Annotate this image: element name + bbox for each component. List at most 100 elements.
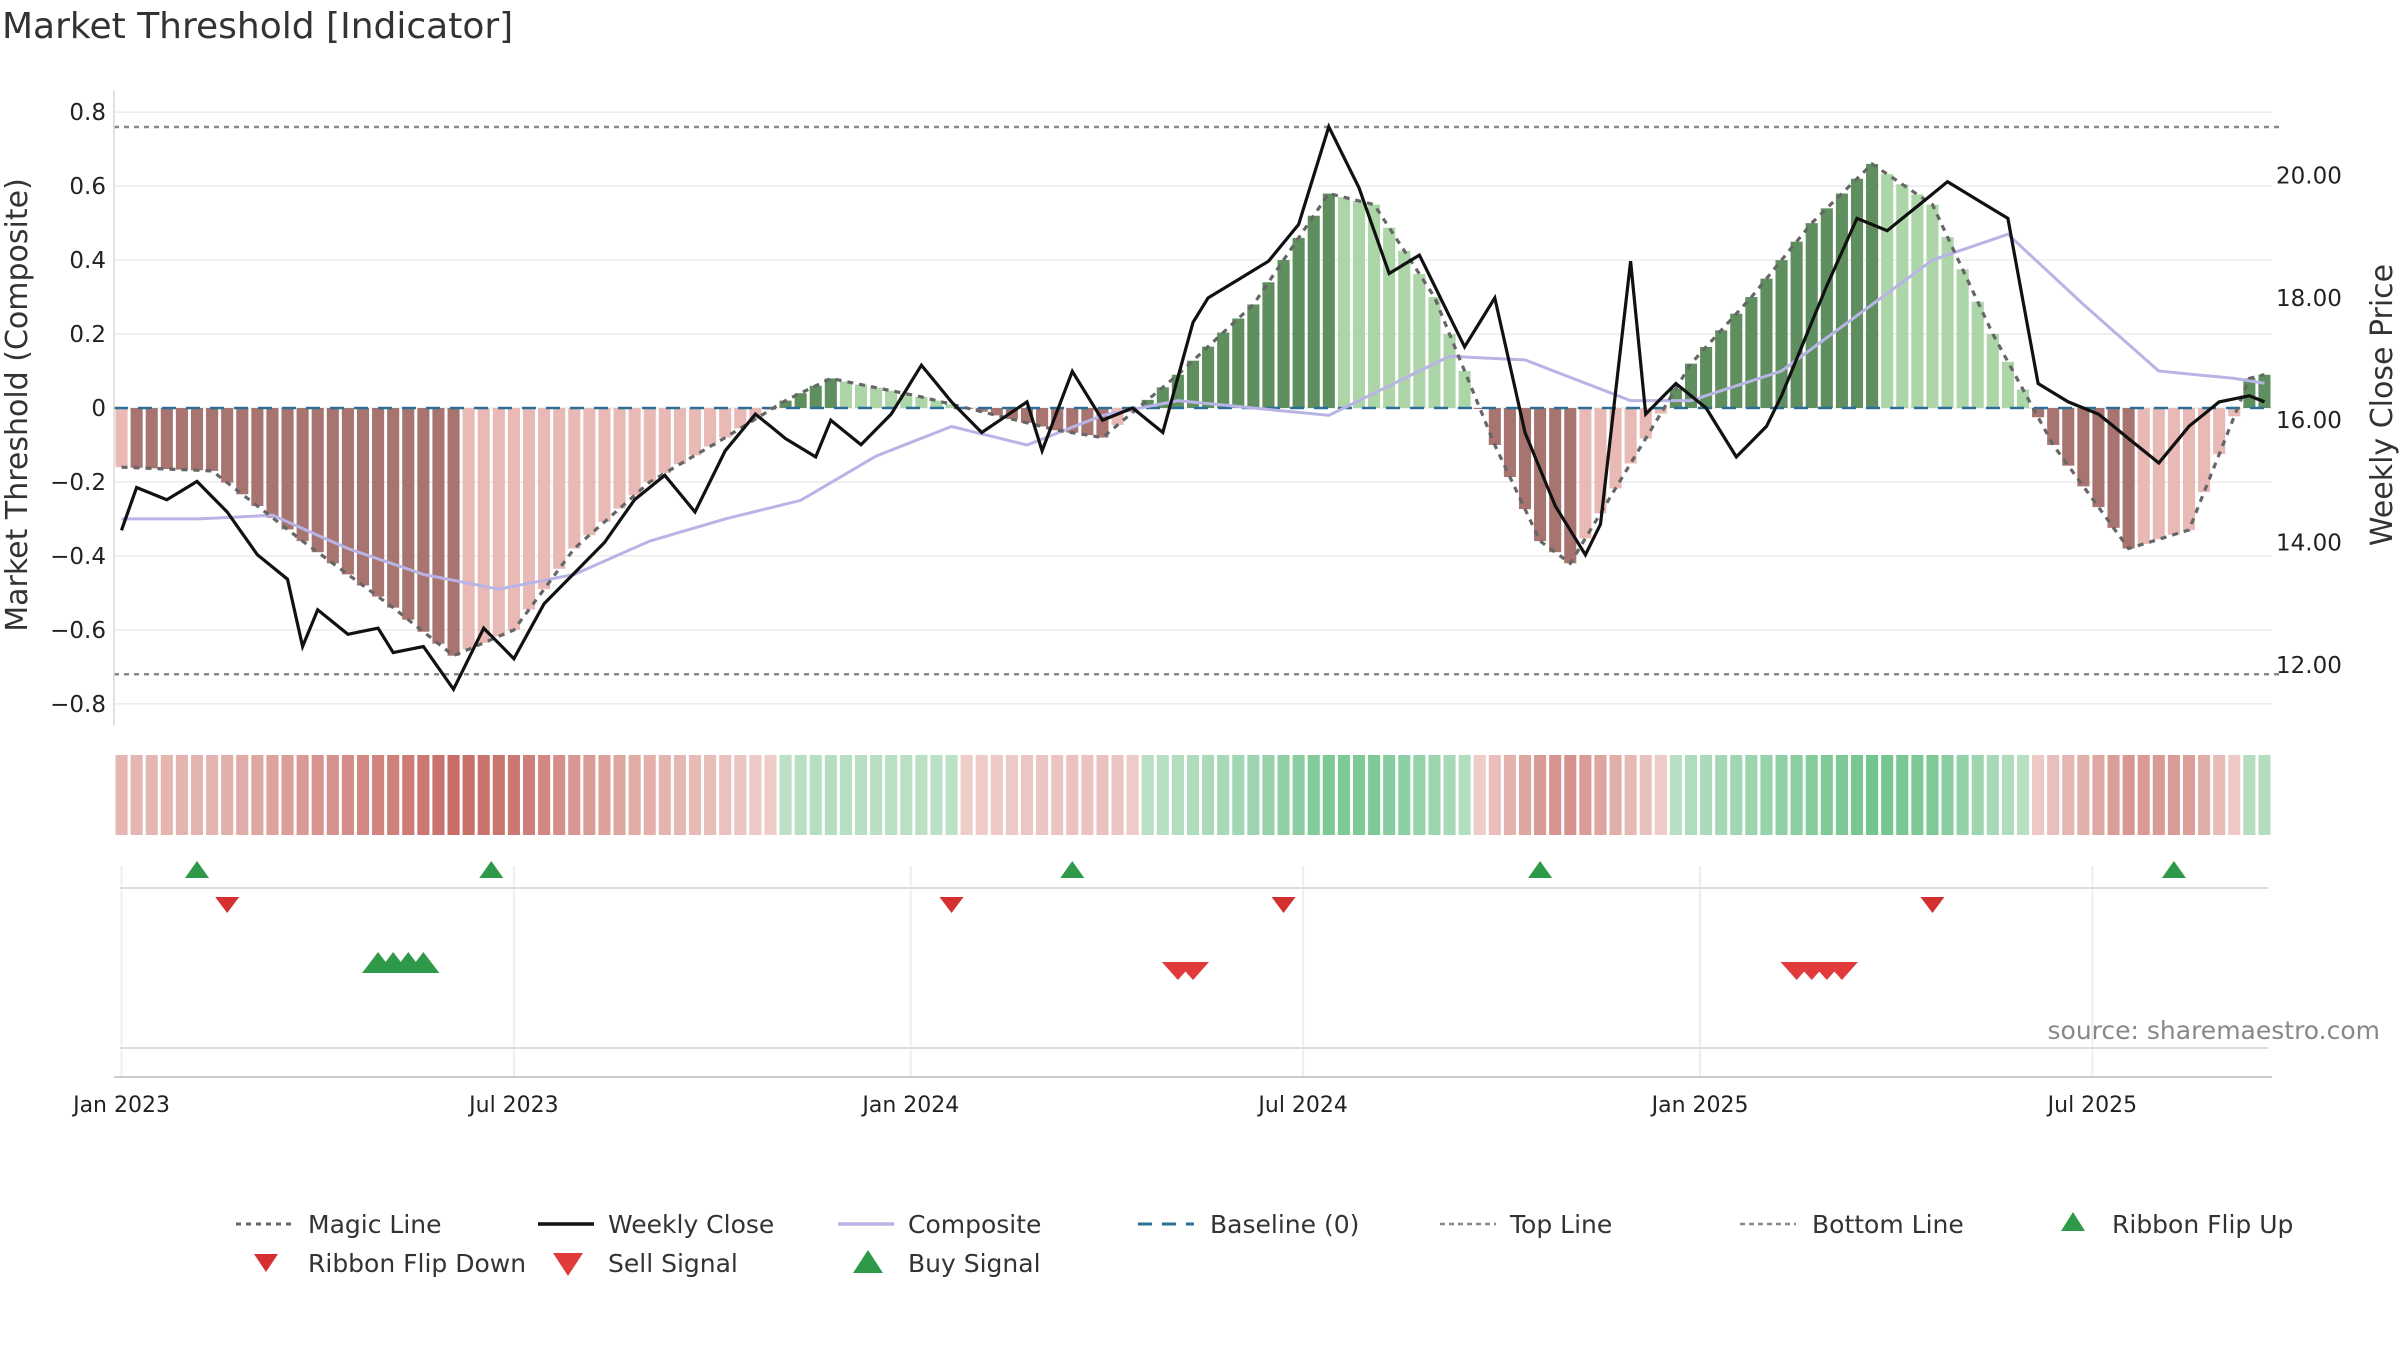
composite-bar: [2182, 408, 2196, 531]
composite-bar: [1971, 301, 1984, 408]
composite-bar: [1730, 313, 1743, 408]
composite-bar: [281, 408, 294, 530]
ytick-left: 0.8: [69, 100, 106, 126]
composite-bar: [2016, 389, 2030, 408]
ribbon-cell: [688, 755, 702, 835]
ribbon-cell: [447, 755, 460, 835]
ribbon-cell: [1926, 755, 1939, 835]
composite-bar: [1911, 194, 1924, 408]
composite-bar: [492, 408, 505, 637]
ribbon-cell: [1428, 755, 1441, 835]
composite-bar: [1518, 408, 1532, 510]
legend-bottom-line: Bottom Line: [1812, 1210, 1964, 1239]
ribbon-cell: [854, 755, 868, 835]
ribbon-cell: [1835, 755, 1848, 835]
ribbon-cell: [1896, 755, 1909, 835]
composite-bar: [175, 408, 188, 470]
ribbon-cell: [1594, 755, 1607, 835]
ribbon-cell: [236, 755, 249, 835]
composite-bar: [372, 408, 385, 597]
legend-ribbon-flip-down: Ribbon Flip Down: [308, 1249, 526, 1278]
chart-title: Market Threshold [Indicator]: [2, 6, 513, 47]
ribbon-cell: [2198, 755, 2211, 835]
ribbon-cell: [115, 755, 128, 835]
ribbon-cell: [1247, 755, 1260, 835]
weekly-close-line: [119, 122, 2266, 693]
ytick-right: 16.00: [2276, 408, 2342, 434]
ribbon-cell: [1383, 755, 1396, 835]
composite-bar: [1036, 408, 1049, 427]
left-y-ticks: 0.8 0.6 0.4 0.2 0 −0.2 −0.4 −0.6 −0.8: [50, 100, 106, 718]
composite-bar: [326, 408, 339, 564]
ribbon-cell: [673, 755, 686, 835]
ribbon-cell: [175, 755, 188, 835]
composite-line: [121, 232, 2265, 591]
y-axis-label-right: Weekly Close Price: [2365, 264, 2400, 546]
xtick-jul-2025: Jul 2025: [2046, 1093, 2138, 1118]
ribbon-cell: [1503, 755, 1516, 835]
ribbon-cell: [1368, 755, 1381, 835]
ribbon-cell: [1217, 755, 1230, 835]
ribbon-cell: [1413, 755, 1426, 835]
ribbon-flip-down-marker: [1920, 897, 1945, 913]
composite-bar: [1700, 346, 1713, 408]
source-credit: source: sharemaestro.com: [2048, 1016, 2381, 1045]
composite-bar: [1383, 227, 1396, 408]
composite-bar: [553, 408, 566, 569]
ribbon-cell: [945, 755, 958, 835]
ribbon-cell: [749, 755, 762, 835]
ribbon-cell: [839, 755, 852, 835]
composite-bar: [1639, 408, 1652, 439]
composite-bar: [1428, 297, 1441, 408]
ribbon-cell: [1277, 755, 1290, 835]
signal-panel: [120, 861, 2186, 1076]
ribbon-cell: [1081, 755, 1094, 835]
ribbon-cell: [2107, 755, 2120, 835]
composite-bar: [1624, 408, 1637, 464]
ribbon-cell: [311, 755, 324, 835]
x-ticks: Jan 2023 Jul 2023 Jan 2024 Jul 2024 Jan …: [71, 1093, 2137, 1118]
ribbon-cell: [2243, 755, 2256, 835]
composite-bar: [1217, 332, 1230, 408]
ribbon-cell: [266, 755, 279, 835]
ribbon-cell: [779, 755, 792, 835]
composite-bar: [734, 408, 747, 429]
ribbon-cell: [1639, 755, 1652, 835]
composite-bar: [1926, 204, 1939, 408]
ribbon-cell: [1171, 755, 1184, 835]
composite-bar: [2258, 374, 2271, 408]
ribbon-cell: [145, 755, 158, 835]
composite-bar: [1956, 269, 1969, 408]
ribbon-cell: [1669, 755, 1682, 835]
ribbon-cell: [1579, 755, 1592, 835]
y-axis-label-left: Market Threshold (Composite): [0, 178, 35, 632]
ribbon-cell: [809, 755, 822, 835]
ytick-left: −0.2: [50, 470, 106, 496]
ribbon-cell: [1005, 755, 1018, 835]
ribbon-cell: [2152, 755, 2165, 835]
ribbon-cell: [1911, 755, 1924, 835]
ribbon-cell: [372, 755, 385, 835]
legend-magic-line: Magic Line: [308, 1210, 442, 1239]
ribbon-cell: [356, 755, 370, 835]
xtick-jan-2024: Jan 2024: [860, 1093, 959, 1118]
ribbon-cell: [885, 755, 898, 835]
composite-bar: [538, 408, 551, 590]
ribbon-cell: [296, 755, 309, 835]
composite-bar: [2001, 361, 2014, 408]
sell-signal-marker: [1825, 962, 1858, 980]
ribbon-flip-up-marker: [479, 861, 504, 878]
ribbon-flip-up-marker: [1060, 861, 1085, 878]
ribbon-cell: [1126, 755, 1139, 835]
ribbon-cell: [2077, 755, 2090, 835]
ribbon-cell: [1066, 755, 1079, 835]
composite-bar: [190, 408, 204, 471]
ribbon-cell: [1518, 755, 1532, 835]
ribbon-cell: [507, 755, 520, 835]
composite-bar: [221, 408, 234, 483]
ribbon-cell: [960, 755, 973, 835]
composite-bar: [1534, 408, 1547, 542]
ribbon-cell: [990, 755, 1003, 835]
ribbon-cell: [1202, 755, 1215, 835]
ribbon-cell: [2122, 755, 2135, 835]
